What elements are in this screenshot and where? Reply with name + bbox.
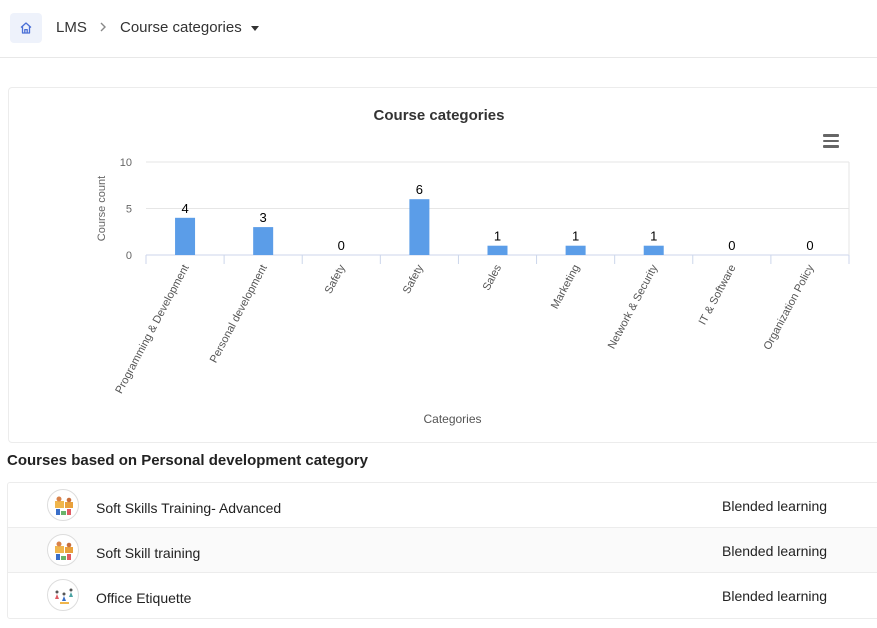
x-tick-label: Network & Security: [606, 262, 661, 351]
y-tick-label: 5: [126, 204, 132, 216]
x-tick-label: Programming & Development: [113, 263, 191, 396]
course-type: Blended learning: [722, 498, 828, 514]
chevron-right-icon: [100, 22, 106, 32]
caret-down-icon: [250, 26, 259, 31]
data-label: 4: [181, 201, 188, 216]
x-tick-label: Organization Policy: [762, 262, 817, 352]
y-axis-label: Course count: [96, 176, 108, 241]
data-label: 1: [650, 229, 657, 244]
breadcrumb-course-categories-dropdown[interactable]: Course categories: [120, 19, 259, 36]
data-label: 1: [494, 229, 501, 244]
course-thumbnail-icon: [47, 534, 79, 566]
bar: [253, 227, 274, 255]
x-tick-label: Personal development: [208, 263, 270, 365]
y-tick-label: 10: [120, 157, 132, 169]
bar: [175, 217, 196, 255]
x-tick-label: Safety: [401, 262, 426, 296]
breadcrumb-lms[interactable]: LMS: [56, 19, 87, 36]
data-label: 0: [806, 238, 813, 253]
course-row[interactable]: Office Etiquette Blended learning: [8, 573, 877, 618]
bar: [565, 245, 586, 255]
course-name[interactable]: Office Etiquette: [96, 590, 192, 606]
home-icon: [20, 22, 32, 34]
course-categories-chart: Course categories 0 5 10 Course count 4 Progra…: [8, 87, 877, 443]
x-tick-label: Safety: [323, 262, 348, 296]
hamburger-menu-icon[interactable]: [822, 133, 842, 149]
breadcrumb-bar: LMS Course categories: [0, 0, 877, 58]
bar: [409, 199, 430, 255]
x-tick-label: IT & Software: [697, 263, 739, 327]
section-title: Courses based on Personal development ca…: [7, 452, 368, 469]
course-row[interactable]: Soft Skill training Blended learning: [8, 528, 877, 573]
breadcrumb-current-label: Course categories: [120, 19, 242, 36]
course-name[interactable]: Soft Skills Training- Advanced: [96, 500, 282, 516]
data-label: 1: [572, 229, 579, 244]
data-label: 6: [416, 182, 423, 197]
x-tick-label: Marketing: [549, 263, 582, 311]
data-label: 3: [260, 210, 267, 225]
course-thumbnail-icon: [47, 489, 79, 521]
data-label: 0: [338, 238, 345, 253]
y-tick-label: 0: [126, 250, 132, 262]
bar: [487, 245, 508, 255]
home-button[interactable]: [10, 13, 42, 43]
x-axis-label: Categories: [423, 412, 481, 426]
course-list: Soft Skills Training- Advanced Blended le…: [7, 482, 877, 619]
course-type: Blended learning: [722, 588, 828, 604]
course-name[interactable]: Soft Skill training: [96, 545, 201, 561]
x-tick-label: Sales: [481, 262, 505, 292]
course-type: Blended learning: [722, 543, 828, 559]
chart-title: Course categories: [374, 107, 505, 124]
course-thumbnail-icon: [47, 579, 79, 611]
data-label: 0: [728, 238, 735, 253]
bar: [643, 245, 664, 255]
course-row[interactable]: Soft Skills Training- Advanced Blended le…: [8, 483, 877, 528]
